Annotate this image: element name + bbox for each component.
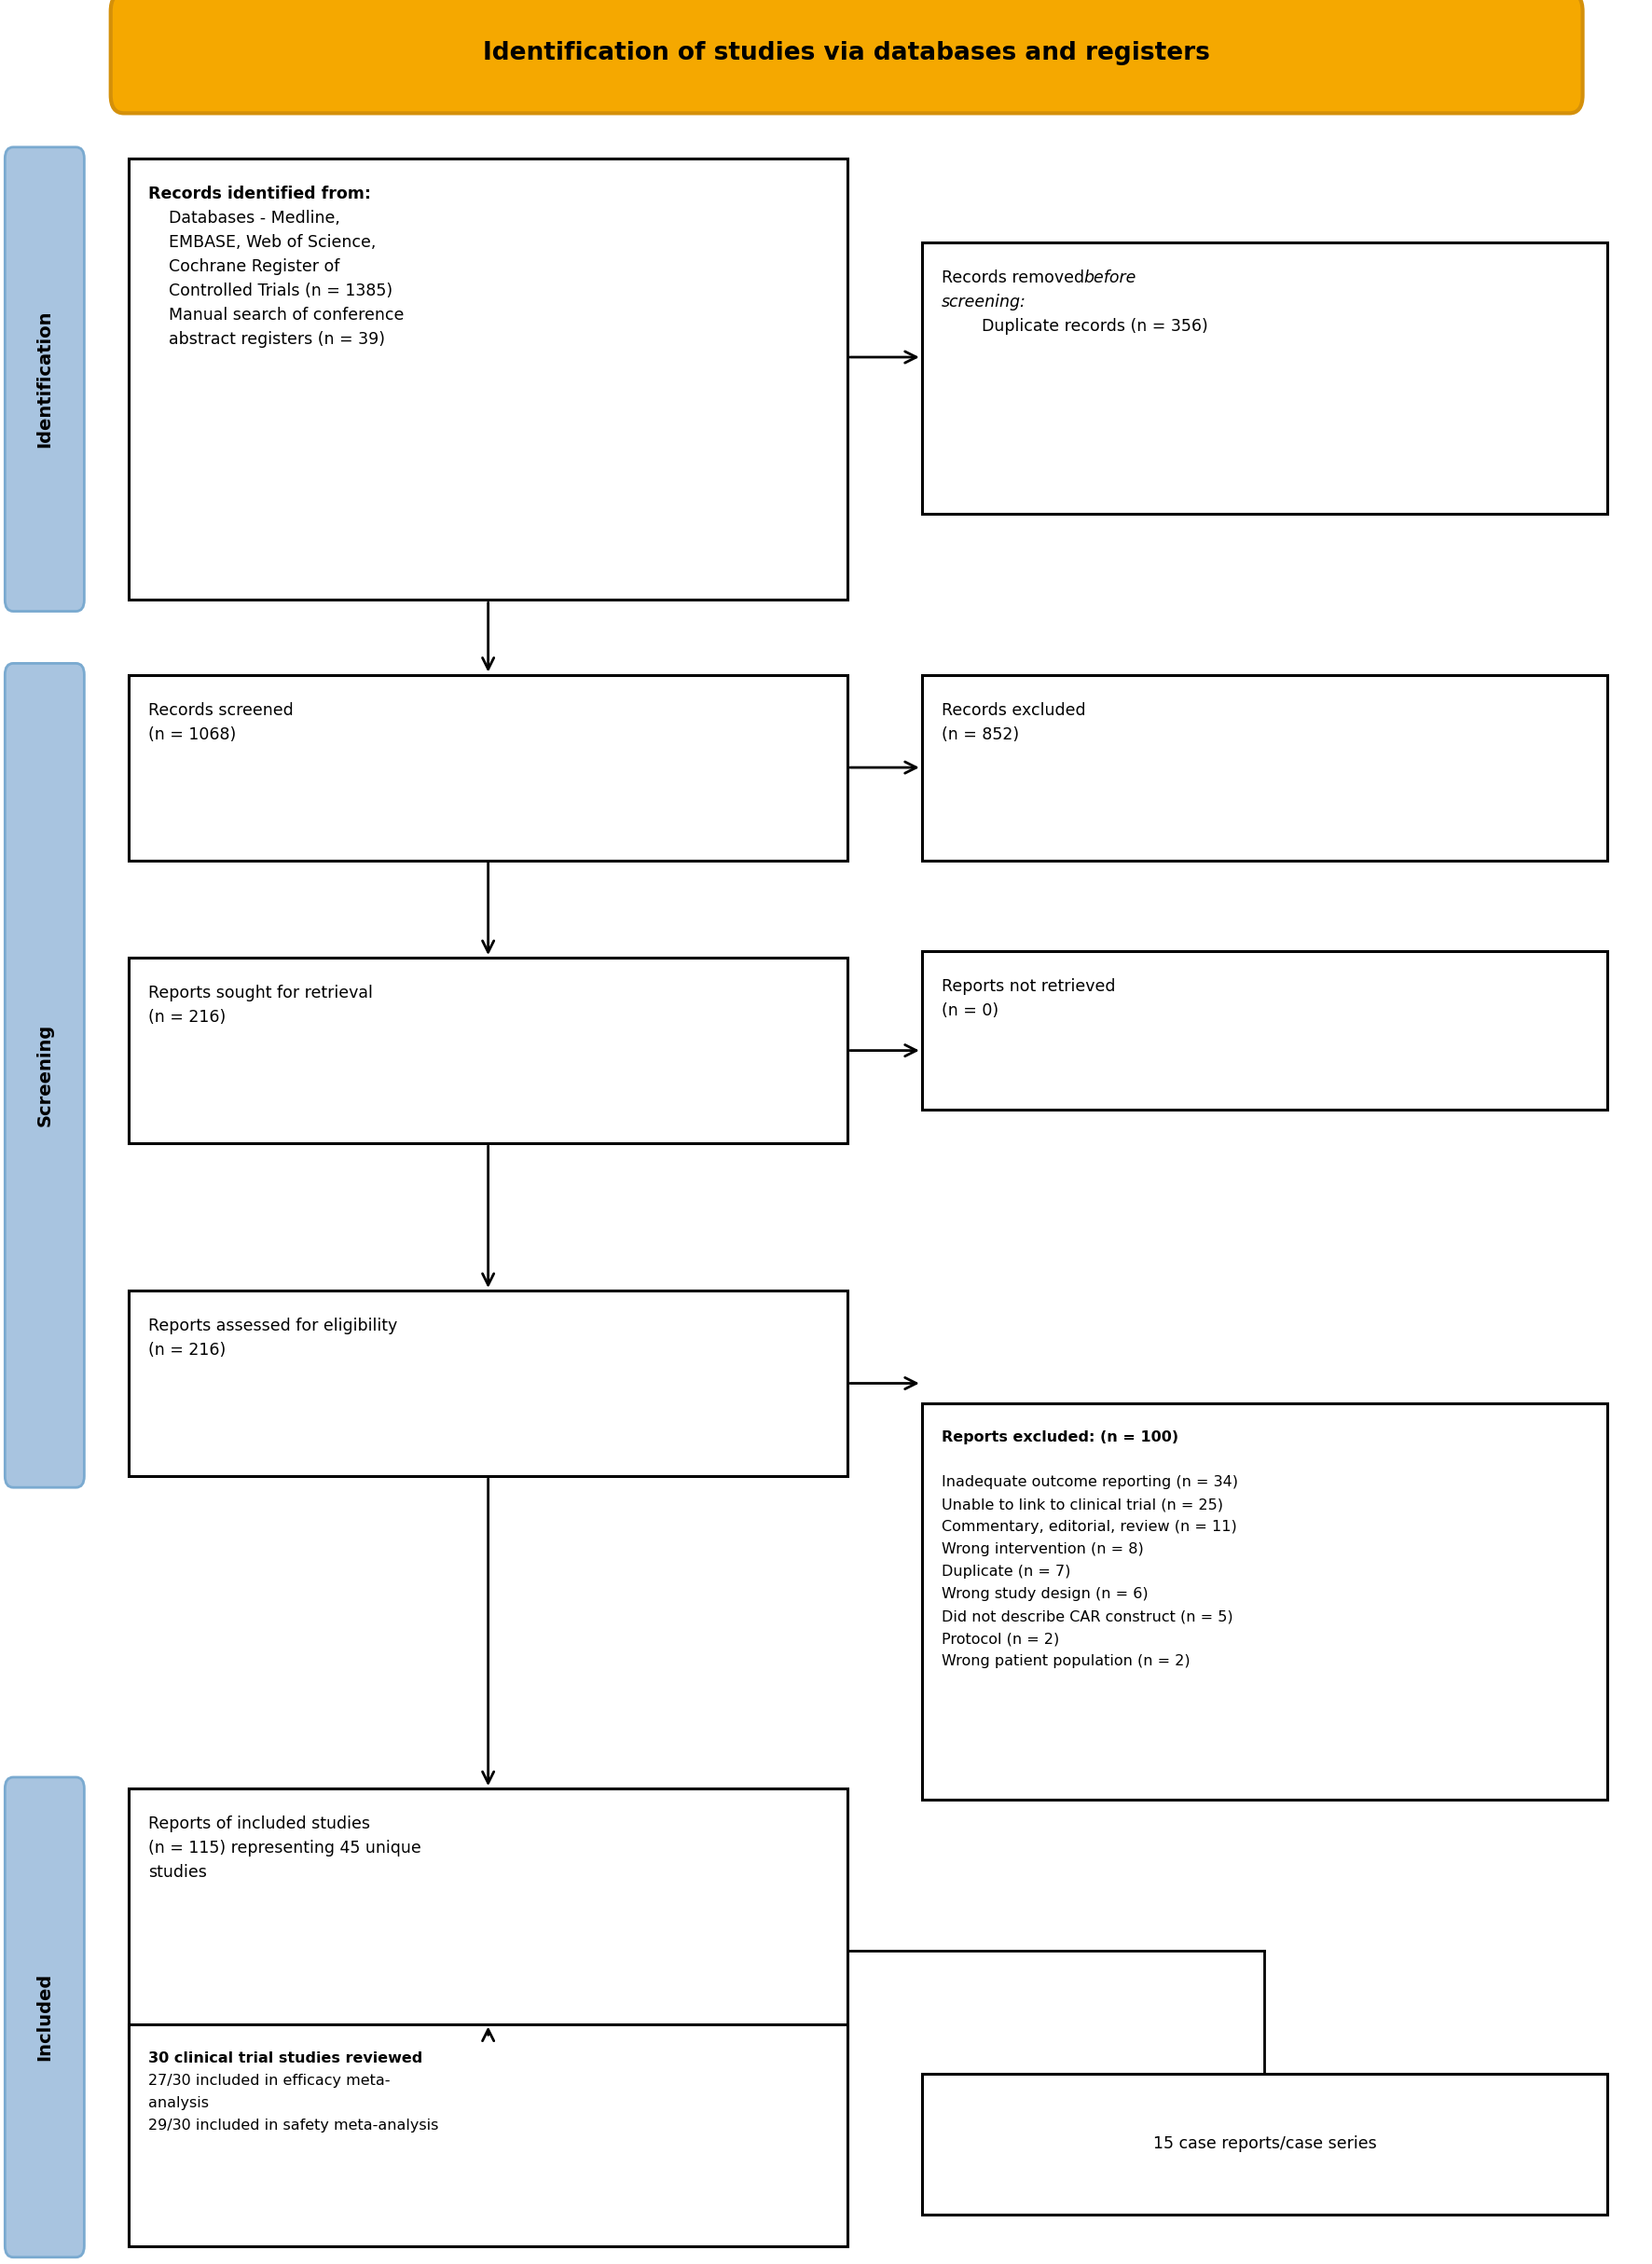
Text: Controlled Trials (n = 1385): Controlled Trials (n = 1385)	[149, 283, 393, 299]
Text: before: before	[1084, 269, 1137, 285]
Text: Did not describe CAR construct (n = 5): Did not describe CAR construct (n = 5)	[942, 1610, 1232, 1623]
Text: Records excluded: Records excluded	[942, 702, 1085, 718]
FancyBboxPatch shape	[922, 1404, 1607, 1800]
Text: 29/30 included in safety meta-analysis: 29/30 included in safety meta-analysis	[149, 2119, 439, 2133]
Text: Duplicate records (n = 356): Duplicate records (n = 356)	[981, 317, 1208, 335]
Text: Databases - Medline,: Databases - Medline,	[149, 211, 340, 226]
Text: Records removed: Records removed	[942, 269, 1090, 285]
FancyBboxPatch shape	[5, 1777, 84, 2257]
FancyBboxPatch shape	[129, 1290, 847, 1476]
FancyBboxPatch shape	[922, 675, 1607, 860]
Text: Reports not retrieved: Reports not retrieved	[942, 978, 1115, 994]
Text: (n = 216): (n = 216)	[149, 1010, 226, 1026]
FancyBboxPatch shape	[111, 0, 1583, 113]
FancyBboxPatch shape	[922, 242, 1607, 514]
Text: (n = 852): (n = 852)	[942, 727, 1019, 743]
Text: screening:: screening:	[942, 294, 1026, 310]
FancyBboxPatch shape	[922, 2074, 1607, 2214]
Text: (n = 0): (n = 0)	[942, 1003, 998, 1019]
Text: abstract registers (n = 39): abstract registers (n = 39)	[149, 331, 385, 349]
Text: Identification of studies via databases and registers: Identification of studies via databases …	[482, 41, 1211, 66]
Text: Duplicate (n = 7): Duplicate (n = 7)	[942, 1564, 1070, 1578]
Text: EMBASE, Web of Science,: EMBASE, Web of Science,	[149, 233, 377, 251]
Text: (n = 1068): (n = 1068)	[149, 727, 236, 743]
Text: Wrong intervention (n = 8): Wrong intervention (n = 8)	[942, 1542, 1143, 1558]
Text: Records identified from:: Records identified from:	[149, 186, 372, 201]
FancyBboxPatch shape	[129, 958, 847, 1143]
Text: (n = 115) representing 45 unique: (n = 115) representing 45 unique	[149, 1841, 421, 1856]
FancyBboxPatch shape	[129, 2024, 847, 2246]
Text: Reports of included studies: Reports of included studies	[149, 1816, 370, 1832]
FancyBboxPatch shape	[5, 663, 84, 1487]
Text: Identification: Identification	[36, 310, 53, 448]
Text: 30 clinical trial studies reviewed: 30 clinical trial studies reviewed	[149, 2051, 423, 2065]
Text: Manual search of conference: Manual search of conference	[149, 308, 405, 324]
Text: Commentary, editorial, review (n = 11): Commentary, editorial, review (n = 11)	[942, 1519, 1237, 1535]
FancyBboxPatch shape	[5, 147, 84, 611]
Text: Wrong patient population (n = 2): Wrong patient population (n = 2)	[942, 1655, 1189, 1669]
Text: Reports sought for retrieval: Reports sought for retrieval	[149, 985, 373, 1001]
Text: Unable to link to clinical trial (n = 25): Unable to link to clinical trial (n = 25…	[942, 1499, 1222, 1512]
FancyBboxPatch shape	[129, 1789, 847, 2038]
Text: Wrong study design (n = 6): Wrong study design (n = 6)	[942, 1587, 1148, 1601]
FancyBboxPatch shape	[129, 675, 847, 860]
Text: Included: Included	[36, 1974, 53, 2060]
Text: Records screened: Records screened	[149, 702, 294, 718]
FancyBboxPatch shape	[922, 951, 1607, 1109]
Text: (n = 216): (n = 216)	[149, 1343, 226, 1358]
Text: Cochrane Register of: Cochrane Register of	[149, 258, 340, 276]
Text: 15 case reports/case series: 15 case reports/case series	[1153, 2135, 1376, 2153]
Text: studies: studies	[149, 1863, 206, 1881]
FancyBboxPatch shape	[129, 158, 847, 600]
Text: Screening: Screening	[36, 1023, 53, 1127]
Text: 27/30 included in efficacy meta-: 27/30 included in efficacy meta-	[149, 2074, 390, 2087]
Text: Protocol (n = 2): Protocol (n = 2)	[942, 1632, 1059, 1646]
Text: Reports assessed for eligibility: Reports assessed for eligibility	[149, 1318, 398, 1333]
Text: analysis: analysis	[149, 2096, 210, 2110]
Text: Reports excluded: (n = 100): Reports excluded: (n = 100)	[942, 1431, 1178, 1444]
Text: Inadequate outcome reporting (n = 34): Inadequate outcome reporting (n = 34)	[942, 1476, 1237, 1490]
